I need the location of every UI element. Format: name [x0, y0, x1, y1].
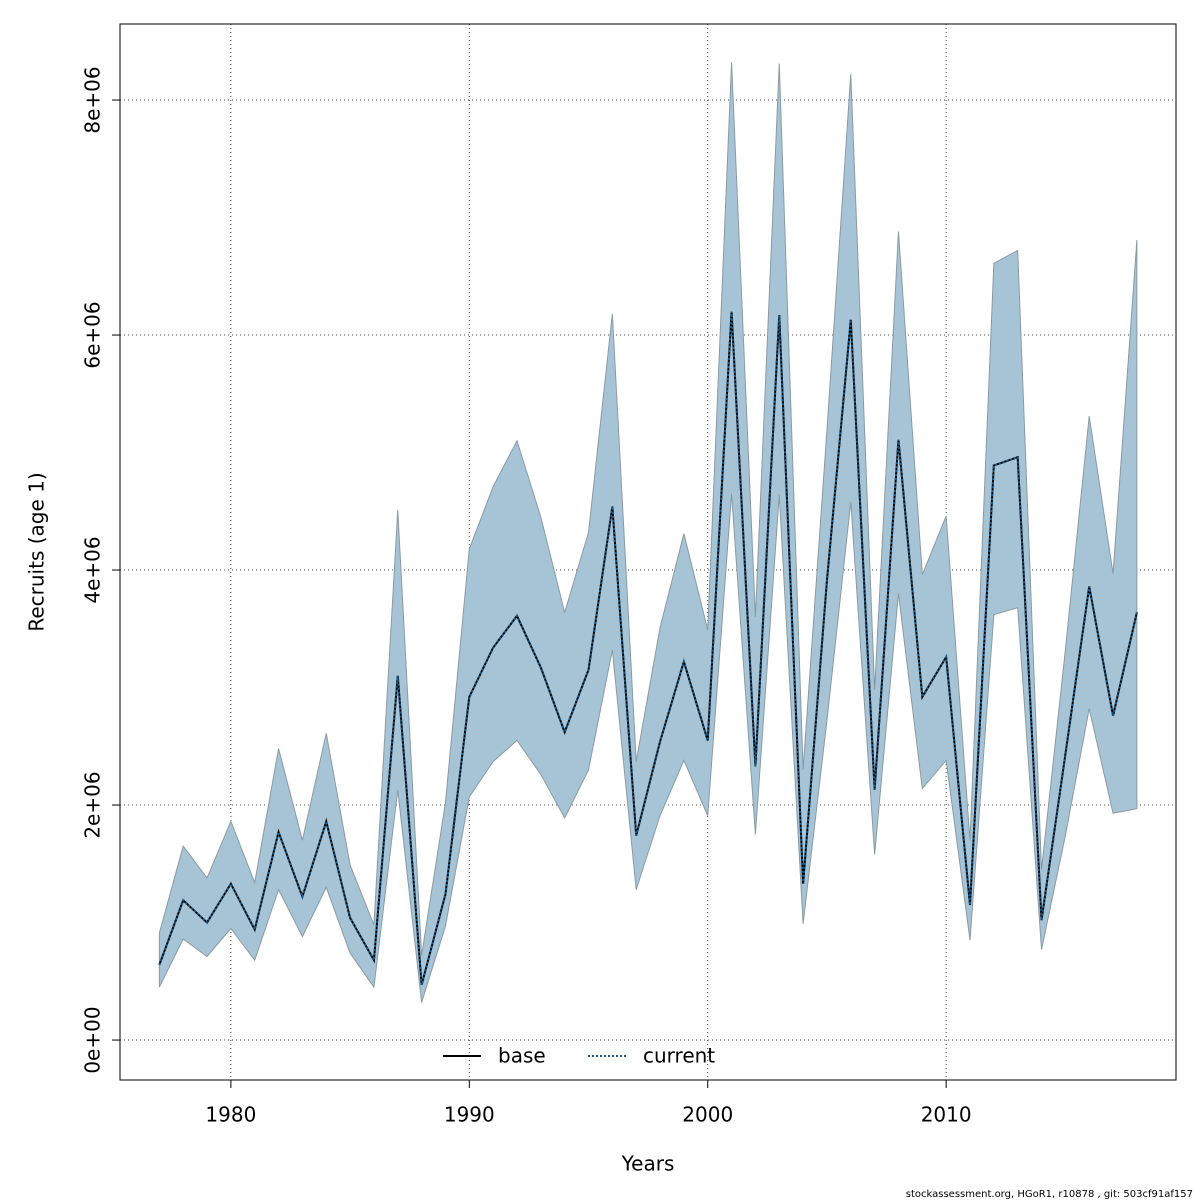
legend-label: current: [643, 1044, 715, 1068]
confidence-band: [158, 62, 1138, 1003]
plot-frame: [119, 23, 1177, 1081]
y-axis-label: Recruits (age 1): [25, 472, 49, 631]
footer: stockassessment.org, HGoR1, r10878 , git…: [906, 1189, 1193, 1200]
x-tick-label: 1980: [205, 1103, 256, 1127]
series-line: [158, 311, 1138, 986]
x-axis-label: Years: [621, 1152, 675, 1176]
x-tick-label: 2010: [921, 1103, 972, 1127]
y-tick-label: 0e+00: [81, 1006, 105, 1073]
y-tick-label: 6e+06: [81, 301, 105, 368]
legend-label: base: [498, 1044, 546, 1068]
x-tick-label: 1990: [444, 1103, 495, 1127]
y-tick-label: 4e+06: [81, 536, 105, 603]
y-tick-label: 8e+06: [81, 66, 105, 133]
y-tick-label: 2e+06: [81, 771, 105, 838]
x-tick-label: 2000: [682, 1103, 733, 1127]
